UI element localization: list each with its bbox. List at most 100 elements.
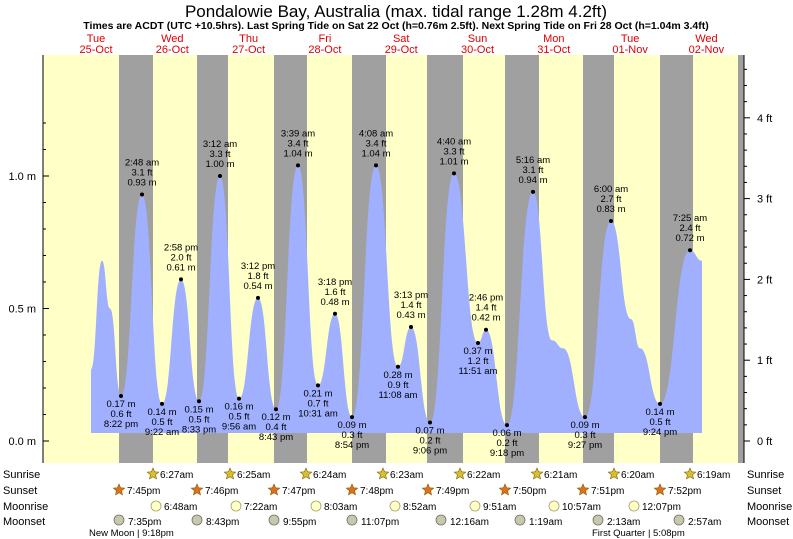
- extreme-label: 0.6 ft: [110, 409, 131, 420]
- day-name: Wed: [161, 33, 183, 45]
- extreme-label: 1.6 ft: [324, 287, 345, 298]
- extreme-dot: [119, 393, 123, 398]
- extreme-label: 9:27 pm: [568, 440, 602, 451]
- extreme-label: 0.3 ft: [341, 430, 362, 441]
- extreme-label: 0.21 m: [303, 388, 332, 399]
- extreme-label: 0.17 m: [106, 399, 135, 410]
- extreme-dot: [256, 295, 260, 300]
- extreme-label: 1.4 ft: [400, 300, 421, 311]
- first-quarter-label: First Quarter | 5:08pm: [592, 528, 685, 539]
- extreme-dot: [531, 189, 535, 194]
- extreme-dot: [428, 420, 432, 425]
- astro-table: Sunrise Sunrise Sunset Sunset Moonrise Moonri…: [3, 467, 792, 539]
- sunset-icon: [190, 483, 204, 496]
- extreme-label: 9:18 pm: [490, 448, 524, 459]
- new-moon-label: New Moon | 9:18pm: [89, 528, 174, 539]
- extreme-dot: [452, 171, 456, 176]
- day-name: Wed: [695, 33, 717, 45]
- extreme-label: 6:00 am: [594, 184, 628, 195]
- sunrise-icon: [146, 467, 160, 480]
- extreme-label: 0.06 m: [492, 428, 521, 439]
- moonrise-time: 12:07pm: [642, 502, 681, 513]
- day-date: 01-Nov: [612, 44, 648, 56]
- extreme-label: 9:22 am: [145, 427, 179, 438]
- extreme-dot: [658, 401, 662, 406]
- day-date: 25-Oct: [79, 44, 112, 56]
- extreme-label: 0.5 ft: [228, 412, 249, 423]
- extreme-label: 0.37 m: [463, 346, 492, 357]
- extreme-label: 0.3 ft: [574, 430, 595, 441]
- moonset-icon: [346, 514, 358, 526]
- day-name: Tue: [87, 33, 106, 45]
- extreme-label: 0.16 m: [224, 402, 253, 413]
- extreme-dot: [274, 407, 278, 412]
- right-tick-label: 2 ft: [757, 274, 772, 286]
- day-date: 26-Oct: [156, 44, 189, 56]
- day-date: 27-Oct: [232, 44, 265, 56]
- extreme-label: 0.09 m: [570, 420, 599, 431]
- sunrise-icon: [376, 467, 390, 480]
- extreme-label: 9:24 pm: [643, 427, 677, 438]
- extreme-dot: [688, 248, 692, 253]
- extreme-label: 0.48 m: [320, 297, 349, 308]
- extreme-label: 3:39 am: [281, 128, 315, 139]
- sunset-icon: [267, 483, 281, 496]
- day-name: Mon: [543, 33, 564, 45]
- extreme-label: 2.7 ft: [600, 194, 621, 205]
- astro-row-label-right: Moonset: [747, 516, 789, 528]
- extreme-label: 0.61 m: [166, 262, 195, 273]
- extreme-label: 0.83 m: [596, 204, 625, 215]
- moonset-time: 2:13am: [607, 517, 640, 528]
- sunrise-time: 6:27am: [160, 470, 193, 481]
- tide-curve-area: [91, 165, 702, 434]
- extreme-label: 3.1 ft: [522, 165, 543, 176]
- moonset-icon: [435, 514, 447, 526]
- sunrise-time: 6:25am: [237, 470, 270, 481]
- extreme-label: 3:12 am: [203, 139, 237, 150]
- extreme-label: 4:40 am: [437, 136, 471, 147]
- extreme-label: 9:06 pm: [413, 445, 447, 456]
- day-headers: Tue25-OctWed26-OctThu27-OctFri28-OctSat2…: [79, 33, 724, 56]
- astro-row-label-left: Moonrise: [3, 501, 48, 513]
- moonrise-time: 10:57am: [562, 502, 601, 513]
- moonrise-icon: [469, 500, 481, 512]
- sunrise-icon: [223, 467, 237, 480]
- extreme-label: 0.12 m: [261, 412, 290, 423]
- extreme-label: 3:13 pm: [394, 290, 428, 301]
- day-date: 02-Nov: [689, 44, 725, 56]
- moonset-time: 8:43pm: [206, 517, 239, 528]
- extreme-label: 11:08 am: [379, 390, 418, 401]
- night-band: [738, 55, 744, 463]
- extreme-label: 0.94 m: [518, 175, 547, 186]
- extreme-dot: [374, 163, 378, 168]
- extreme-label: 1.04 m: [361, 148, 390, 159]
- sunset-icon: [576, 483, 590, 496]
- extreme-label: 4:08 am: [359, 128, 393, 139]
- sunset-icon: [112, 483, 126, 496]
- sunrise-time: 6:19am: [697, 470, 730, 481]
- chart-title: Pondalowie Bay, Australia (max. tidal ra…: [185, 2, 607, 21]
- extreme-label: 3.3 ft: [443, 146, 464, 157]
- moonrise-icon: [230, 500, 242, 512]
- moonrise-time: 8:03am: [324, 502, 357, 513]
- extreme-label: 0.14 m: [147, 407, 176, 418]
- extreme-dot: [316, 383, 320, 388]
- sunset-icon: [421, 483, 435, 496]
- sunrise-icon: [453, 467, 467, 480]
- moonset-icon: [673, 514, 685, 526]
- left-tick-label: 0.5 m: [8, 304, 36, 316]
- sunrise-time: 6:21am: [544, 470, 577, 481]
- extreme-label: 3.3 ft: [209, 149, 230, 160]
- extreme-label: 0.07 m: [415, 425, 444, 436]
- extreme-label: 2:46 pm: [469, 293, 503, 304]
- moonset-time: 11:07pm: [361, 517, 399, 528]
- sunset-time: 7:45pm: [127, 486, 160, 497]
- sunrise-time: 6:20am: [621, 470, 654, 481]
- extreme-label: 0.2 ft: [419, 435, 440, 446]
- astro-row-label-left: Sunrise: [3, 469, 40, 481]
- sunset-icon: [345, 483, 359, 496]
- moonrise-icon: [150, 500, 162, 512]
- extreme-dot: [296, 163, 300, 168]
- axes: 0.0 m 0.5 m 1.0 m 0 ft 1 ft 2 ft 3 ft 4 ft: [8, 55, 772, 463]
